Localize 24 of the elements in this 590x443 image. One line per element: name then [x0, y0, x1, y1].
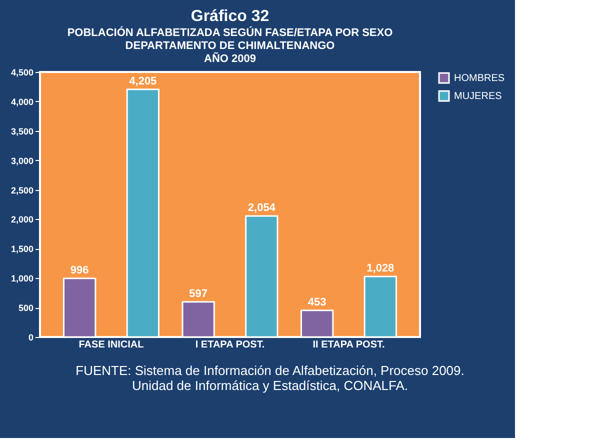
- chart-title: Gráfico 32: [190, 8, 270, 25]
- chart-subtitle: POBLACIÓN ALFABETIZADA SEGÚN FASE/ETAPA POR SEXO DEPARTAMENTO DE CHIMALTENANGO AÑO 2009: [67, 26, 394, 65]
- x-tick-label: I ETAPA POST.: [195, 340, 265, 350]
- data-label: 4,205: [129, 75, 157, 88]
- y-tick-label: 4,000: [10, 96, 34, 107]
- data-label: 1,028: [366, 262, 394, 274]
- y-tick-label: 500: [18, 303, 34, 314]
- y-tick-label: 1,000: [10, 274, 34, 284]
- y-tick-label: 2,000: [10, 214, 34, 225]
- y-tick-label: 0: [28, 332, 34, 342]
- legend-label: MUJERES: [454, 91, 502, 102]
- data-label: 996: [70, 264, 89, 276]
- legend-label: HOMBRES: [454, 73, 505, 84]
- data-label: 453: [308, 296, 326, 308]
- data-label: 2,054: [248, 202, 276, 214]
- y-tick-label: 3,500: [10, 126, 34, 136]
- y-tick-label: 1,500: [10, 244, 34, 254]
- data-label: 597: [189, 288, 208, 300]
- x-tick-label: FASE INICIAL: [78, 340, 144, 350]
- y-tick-label: 4,500: [10, 68, 34, 78]
- y-tick-label: 2,500: [10, 185, 34, 196]
- y-tick-label: 3,000: [10, 156, 34, 166]
- x-tick-label: II ETAPA POST.: [312, 340, 385, 350]
- source-note: FUENTE: Sistema de Información de Alfabetización, Proceso 2009. Unidad de Informática y Estadística, CONALFA.: [76, 363, 464, 393]
